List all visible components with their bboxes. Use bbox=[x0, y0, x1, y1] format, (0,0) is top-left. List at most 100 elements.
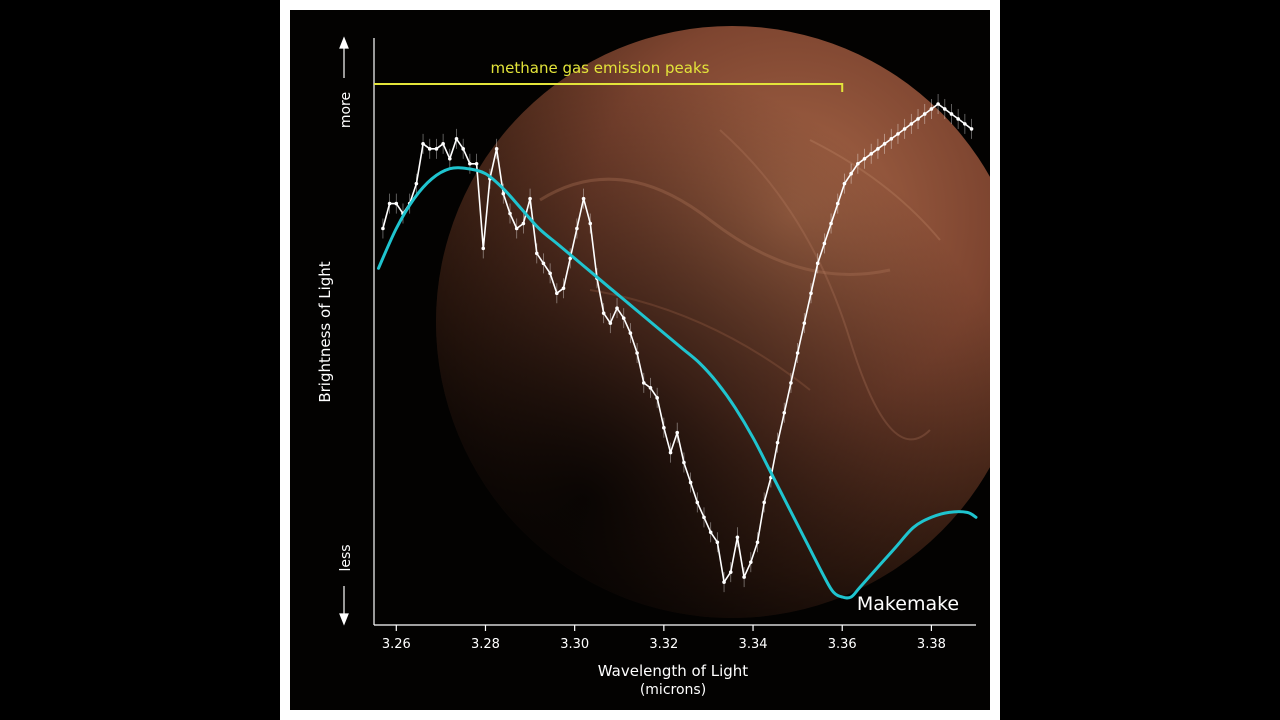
measured-point bbox=[922, 112, 927, 116]
measured-point bbox=[635, 351, 639, 355]
measured-point bbox=[795, 351, 800, 355]
measured-point bbox=[381, 226, 385, 231]
measured-point bbox=[829, 221, 833, 226]
measured-point bbox=[902, 127, 907, 131]
measured-point bbox=[708, 530, 713, 535]
measured-point bbox=[849, 171, 853, 176]
measured-point bbox=[916, 117, 920, 121]
object-label: Makemake bbox=[857, 593, 959, 615]
measured-point bbox=[722, 580, 726, 584]
measured-point bbox=[742, 575, 746, 579]
measured-point bbox=[856, 161, 860, 166]
x-tick-label: 3.28 bbox=[471, 637, 500, 652]
measured-point bbox=[862, 156, 867, 161]
measured-point bbox=[387, 201, 392, 206]
x-tick-label: 3.26 bbox=[382, 637, 411, 652]
axes bbox=[373, 38, 976, 626]
measured-point bbox=[909, 122, 914, 126]
measured-point bbox=[775, 440, 780, 445]
measured-point bbox=[621, 316, 626, 320]
x-tick-label: 3.34 bbox=[739, 637, 768, 652]
measured-point bbox=[755, 540, 760, 545]
measured-point bbox=[548, 271, 552, 276]
x-axis-label: Wavelength of Light bbox=[598, 662, 749, 680]
measured-point bbox=[615, 306, 619, 310]
x-tick-label: 3.32 bbox=[649, 637, 678, 652]
model-curve bbox=[377, 166, 978, 600]
measured-point bbox=[448, 156, 452, 161]
measured-point bbox=[869, 152, 874, 156]
measured-point bbox=[648, 386, 653, 390]
measured-point bbox=[468, 161, 472, 166]
y-axis-label: Brightness of Light bbox=[316, 261, 334, 402]
measured-point bbox=[889, 137, 894, 141]
measured-point bbox=[588, 221, 593, 226]
measured-point bbox=[601, 311, 606, 315]
x-ticks: 3.26 3.28 3.30 3.32 3.34 3.36 3.38 bbox=[382, 625, 946, 652]
emission-peaks-annotation: methane gas emission peaks bbox=[374, 59, 844, 92]
y-less-label: less bbox=[338, 544, 354, 571]
measured-point bbox=[561, 286, 566, 291]
measured-point bbox=[555, 291, 559, 296]
measured-point bbox=[822, 241, 827, 246]
measured-point bbox=[528, 196, 532, 201]
model-curve-path bbox=[377, 166, 978, 600]
measured-point bbox=[541, 261, 546, 266]
measured-point bbox=[695, 500, 700, 505]
measured-point bbox=[501, 191, 506, 196]
measured-point bbox=[842, 181, 847, 186]
measured-point bbox=[682, 460, 686, 465]
measured-point bbox=[434, 147, 439, 151]
measured-point bbox=[815, 261, 820, 266]
measured-point bbox=[481, 246, 486, 251]
measured-point bbox=[802, 321, 807, 325]
measured-point bbox=[876, 147, 880, 151]
x-tick-label: 3.38 bbox=[917, 637, 946, 652]
measured-point bbox=[608, 321, 613, 325]
measured-point bbox=[394, 201, 399, 206]
measured-point bbox=[508, 211, 512, 216]
measured-point bbox=[581, 196, 586, 201]
measured-point bbox=[936, 102, 940, 106]
measured-point bbox=[789, 381, 793, 385]
measured-point bbox=[949, 112, 954, 116]
measured-point bbox=[521, 221, 526, 226]
measured-point bbox=[427, 147, 432, 151]
measured-point bbox=[762, 500, 766, 505]
measured-point bbox=[414, 181, 419, 186]
measured-point bbox=[702, 515, 706, 520]
measured-point bbox=[882, 142, 887, 146]
measured-point bbox=[675, 430, 680, 435]
y-more-label: more bbox=[338, 92, 354, 128]
measured-point bbox=[942, 107, 947, 111]
measured-point bbox=[835, 201, 840, 206]
measured-point bbox=[969, 127, 974, 131]
measured-point bbox=[688, 480, 693, 485]
measured-point bbox=[735, 535, 740, 540]
measured-point bbox=[514, 226, 519, 231]
measured-point bbox=[728, 570, 733, 574]
x-tick-label: 3.30 bbox=[560, 637, 589, 652]
measured-point bbox=[494, 147, 499, 151]
makemake-planet-illustration bbox=[436, 26, 990, 618]
measured-point bbox=[568, 256, 573, 261]
measured-point bbox=[628, 331, 633, 335]
measured-point bbox=[441, 142, 445, 146]
measured-point bbox=[929, 107, 934, 111]
x-axis-units: (microns) bbox=[640, 682, 706, 698]
measured-point bbox=[662, 425, 666, 430]
measured-point bbox=[575, 226, 579, 231]
annotation-bracket bbox=[374, 83, 844, 92]
measured-point bbox=[421, 142, 425, 146]
measured-point bbox=[963, 122, 967, 126]
brightness-arrows bbox=[339, 36, 349, 626]
measured-spectrum bbox=[381, 94, 974, 593]
measured-point bbox=[896, 132, 900, 136]
measured-point bbox=[715, 540, 720, 545]
measured-point bbox=[454, 137, 459, 141]
chart-panel: more less Brightness of Light methane ga… bbox=[290, 10, 990, 710]
measured-point bbox=[956, 117, 960, 121]
measured-point bbox=[782, 410, 787, 415]
measured-point bbox=[474, 161, 479, 166]
x-tick-label: 3.36 bbox=[828, 637, 857, 652]
